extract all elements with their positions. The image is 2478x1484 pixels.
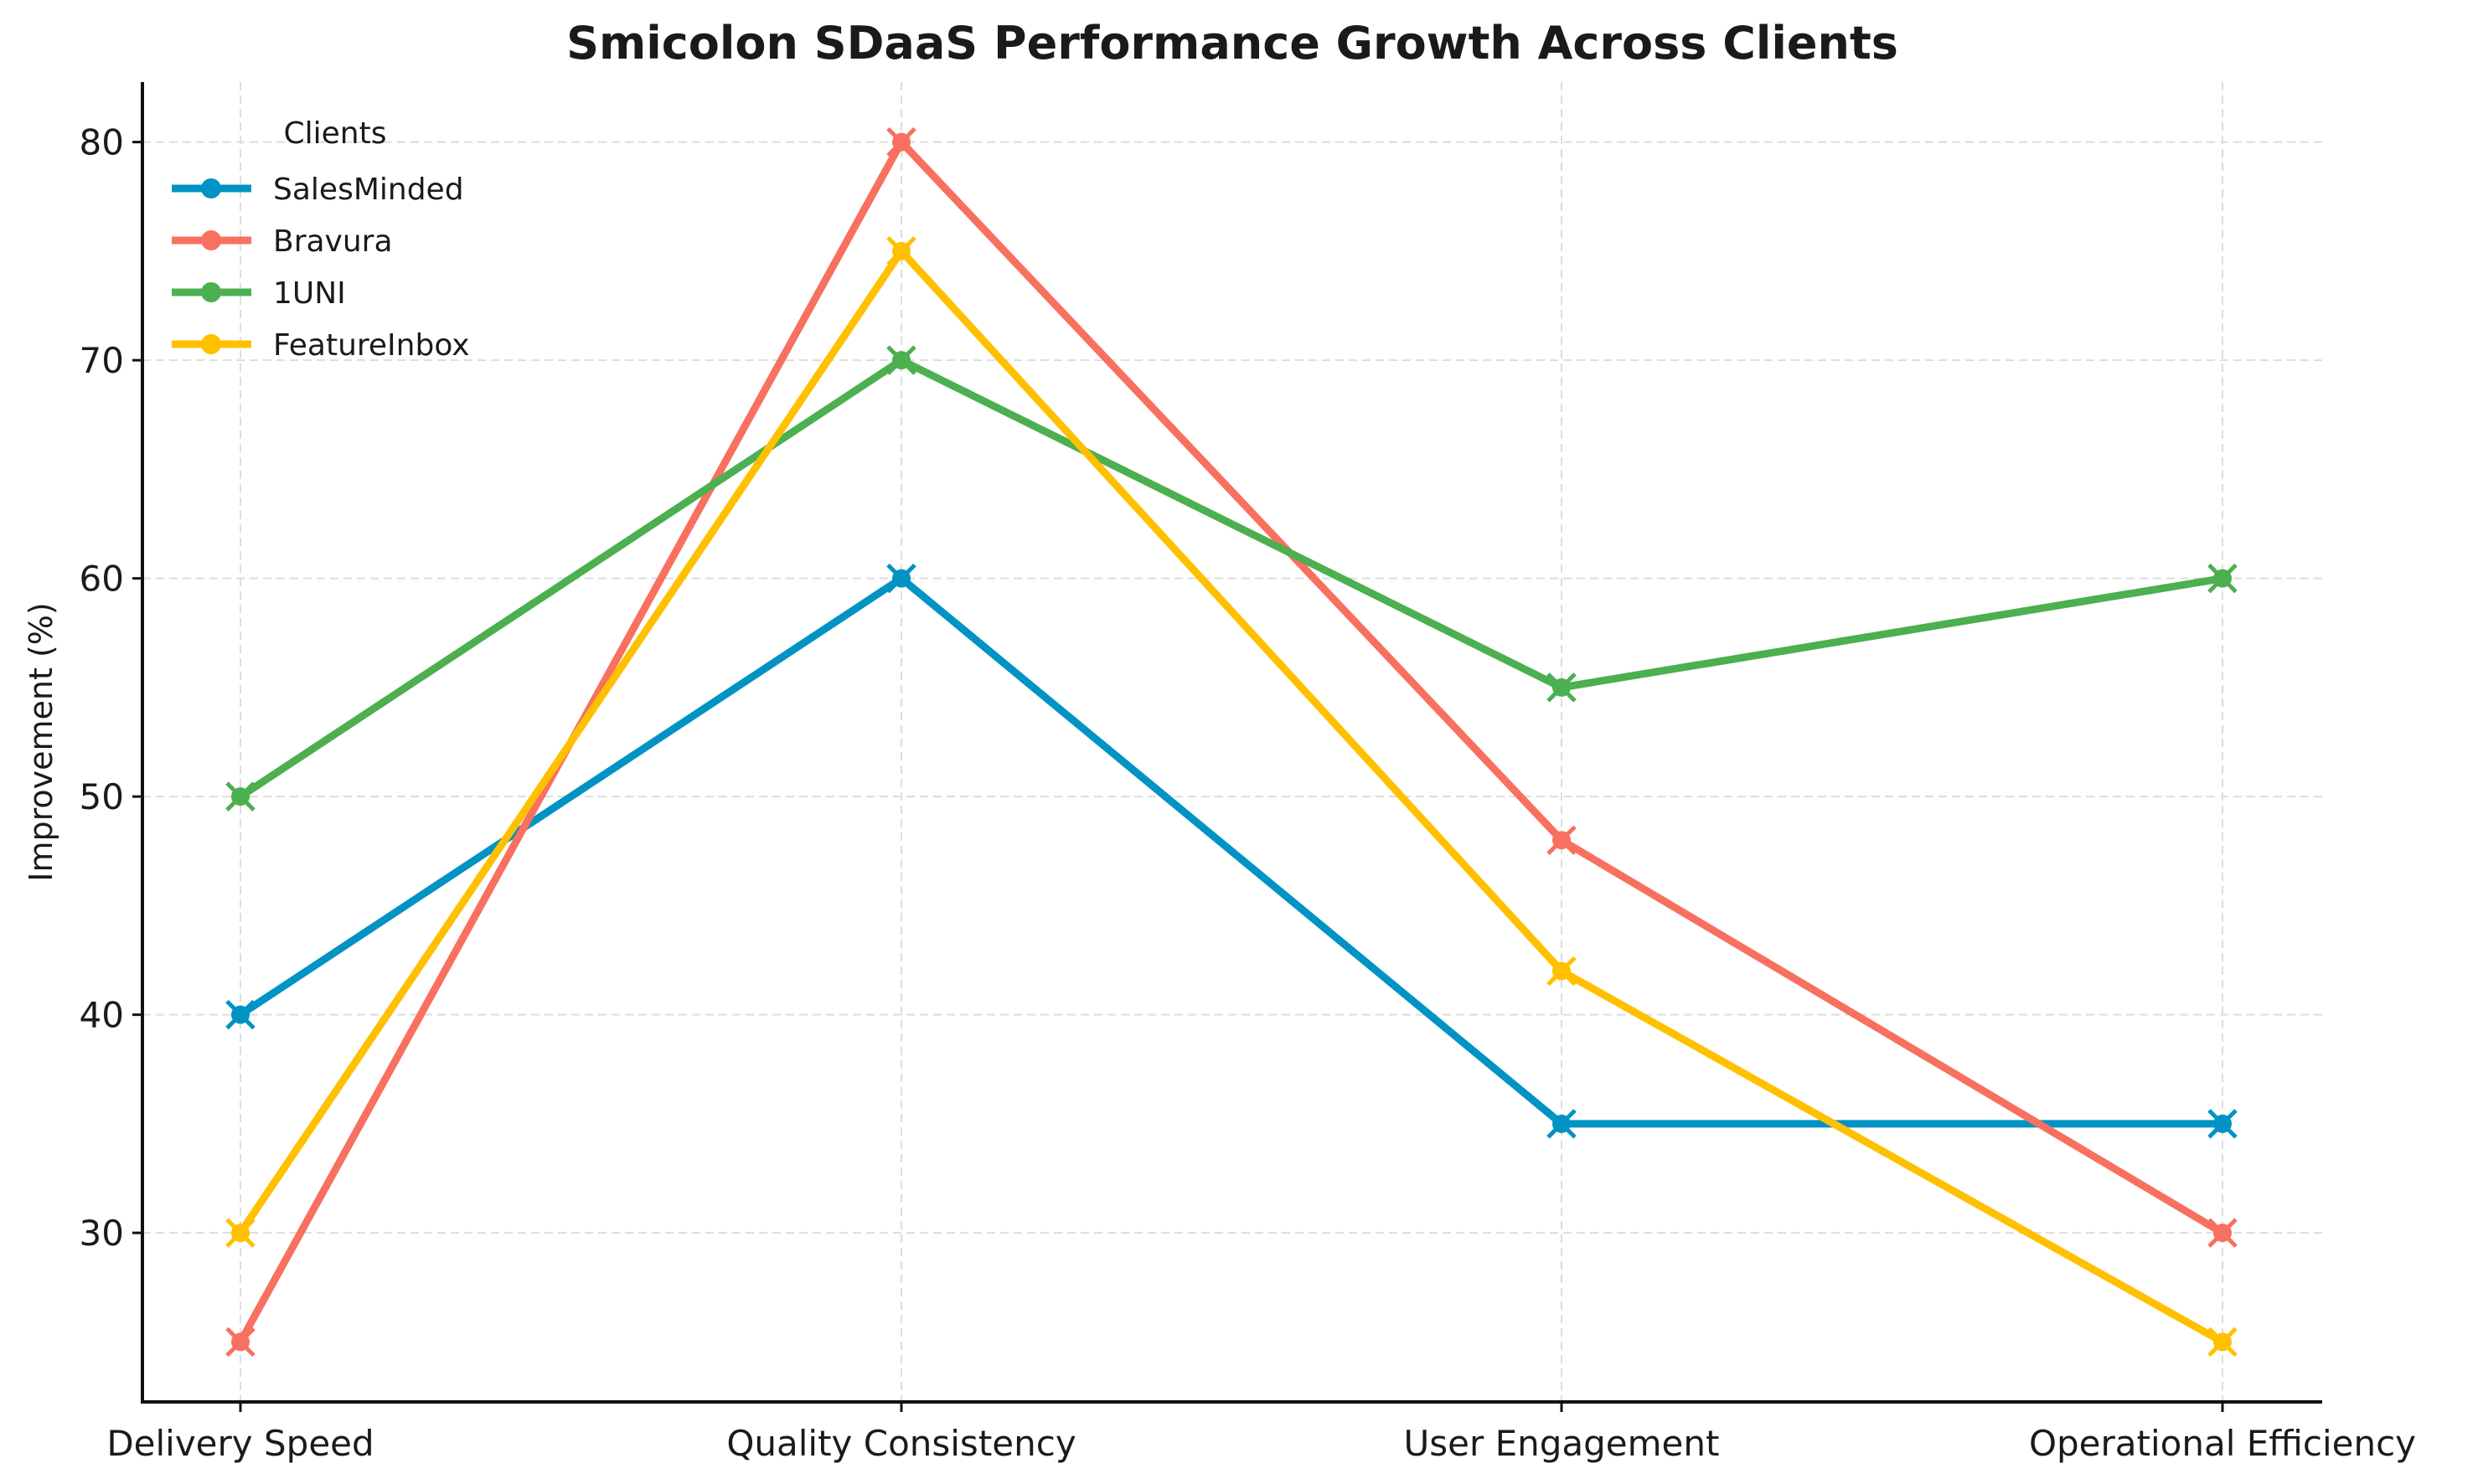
data-point (892, 569, 911, 588)
legend-swatch-marker (201, 178, 221, 198)
data-point (1552, 1114, 1571, 1133)
tick-labels: 30 40 50 60 70 80 Delivery Speed Quality Consis… (80, 122, 2417, 1464)
y-tick-label: 30 (80, 1213, 124, 1254)
grid (142, 82, 2322, 1402)
data-point (892, 241, 911, 260)
series-salesminded (225, 563, 2238, 1139)
data-point (2213, 1114, 2232, 1133)
data-point (892, 132, 911, 152)
axes (141, 82, 2322, 1404)
legend-swatch-marker (201, 230, 221, 250)
series-featureinbox (225, 236, 2238, 1358)
series-line (237, 138, 2225, 1344)
series-1uni (225, 345, 2238, 812)
y-axis-label: Improvement (%) (23, 602, 59, 881)
y-tick-label: 50 (80, 776, 124, 817)
data-point (1552, 961, 1571, 981)
data-point (2213, 569, 2232, 588)
data-point (892, 351, 911, 370)
legend-title: Clients (284, 116, 387, 151)
x-tick-label: Operational Efficiency (2029, 1423, 2416, 1464)
data-point (1552, 831, 1571, 850)
series-line (238, 356, 2223, 800)
x-tick-label: Delivery Speed (106, 1423, 374, 1464)
series-line (238, 575, 2222, 1128)
legend-swatch-marker (201, 282, 221, 302)
legend-label: Bravura (273, 224, 393, 259)
data-point (1552, 678, 1571, 697)
series-line (237, 247, 2225, 1346)
data-point (231, 1005, 250, 1024)
legend-swatch-marker (201, 334, 221, 354)
data-point (231, 787, 250, 806)
data-point (2213, 1224, 2232, 1243)
legend-label: 1UNI (273, 276, 346, 311)
data-point (231, 1224, 250, 1243)
y-tick-label: 80 (80, 122, 124, 163)
legend-label: FeatureInbox (273, 328, 470, 363)
legend-label: SalesMinded (273, 173, 464, 207)
chart-title: Smicolon SDaaS Performance Growth Across… (566, 17, 1898, 70)
y-tick-label: 60 (80, 559, 124, 600)
series-bravura (225, 126, 2238, 1358)
x-tick-label: User Engagement (1404, 1423, 1720, 1464)
y-tick-label: 70 (80, 340, 124, 381)
data-point (231, 1332, 250, 1352)
y-tick-label: 40 (80, 995, 124, 1036)
data-point (2213, 1332, 2232, 1352)
x-tick-label: Quality Consistency (726, 1423, 1076, 1464)
series-group (225, 126, 2238, 1358)
legend: Clients SalesMinded Bravura 1UNI FeatureInb… (172, 116, 470, 363)
